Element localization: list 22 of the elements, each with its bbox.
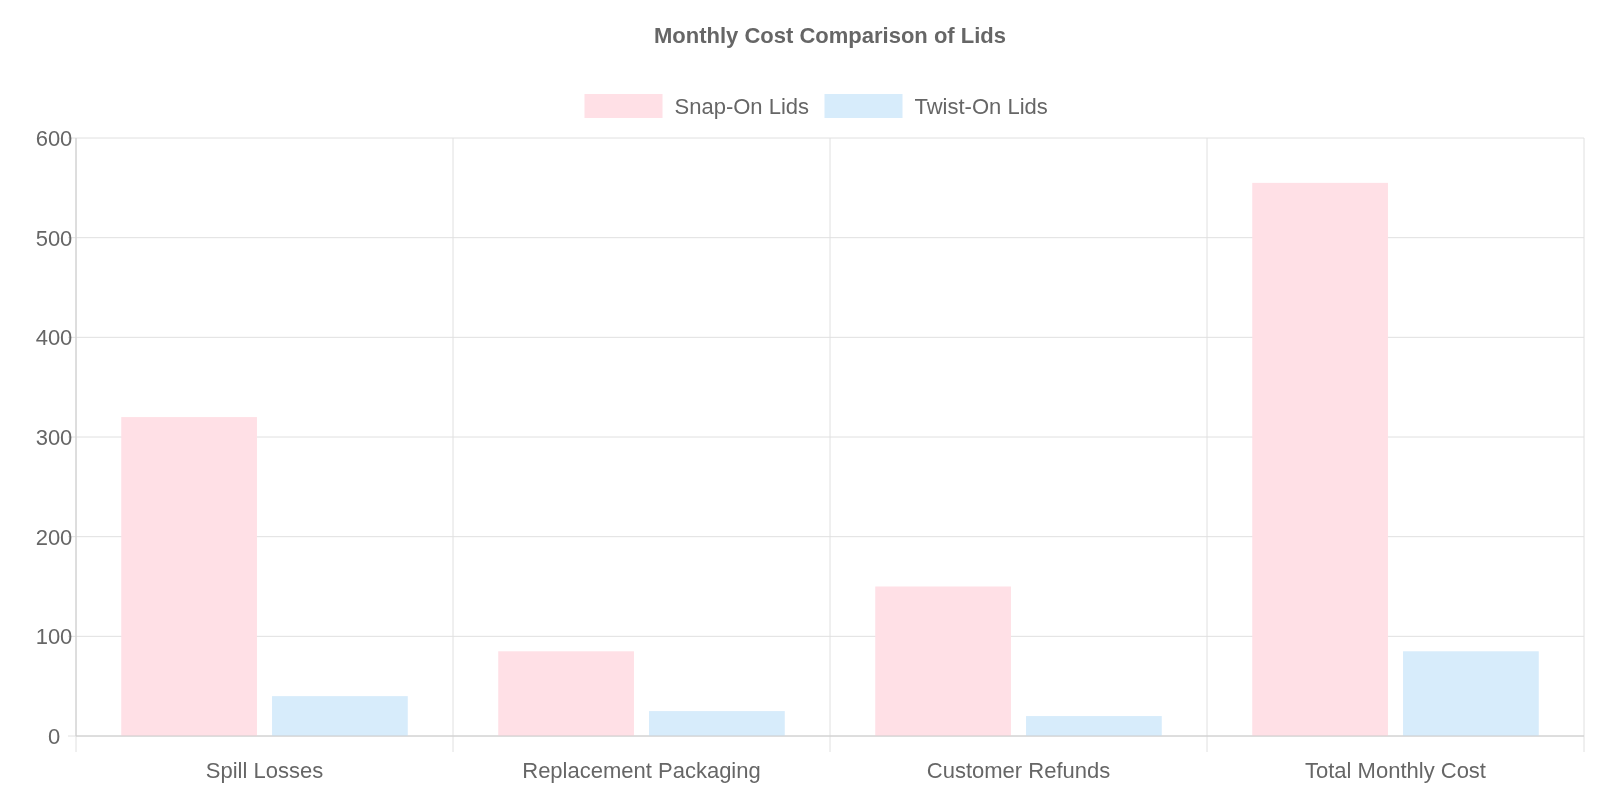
bar bbox=[121, 417, 257, 736]
y-tick-label: 500 bbox=[35, 225, 73, 251]
y-tick-label: 0 bbox=[47, 724, 61, 749]
bar bbox=[649, 711, 785, 736]
x-tick-label: Replacement Packaging bbox=[522, 758, 761, 783]
y-tick-label: 600 bbox=[35, 126, 73, 151]
bar bbox=[1403, 651, 1539, 736]
legend-label: Twist-On Lids bbox=[914, 94, 1048, 119]
bar bbox=[498, 651, 634, 736]
y-tick-label: 400 bbox=[35, 325, 73, 351]
bar bbox=[272, 696, 408, 736]
legend-label: Snap-On Lids bbox=[674, 94, 810, 119]
x-tick-label: Total Monthly Cost bbox=[1305, 758, 1486, 783]
y-tick-label: 100 bbox=[35, 624, 73, 650]
x-tick-label: Customer Refunds bbox=[926, 758, 1111, 783]
bar bbox=[1252, 182, 1388, 736]
x-tick-label: Spill Losses bbox=[205, 758, 324, 783]
bar bbox=[1026, 716, 1162, 736]
y-tick-label: 300 bbox=[35, 425, 73, 450]
chart-title: Monthly Cost Comparison of Lids bbox=[654, 23, 1006, 48]
bar bbox=[875, 586, 1011, 736]
y-tick-label: 200 bbox=[35, 524, 73, 550]
